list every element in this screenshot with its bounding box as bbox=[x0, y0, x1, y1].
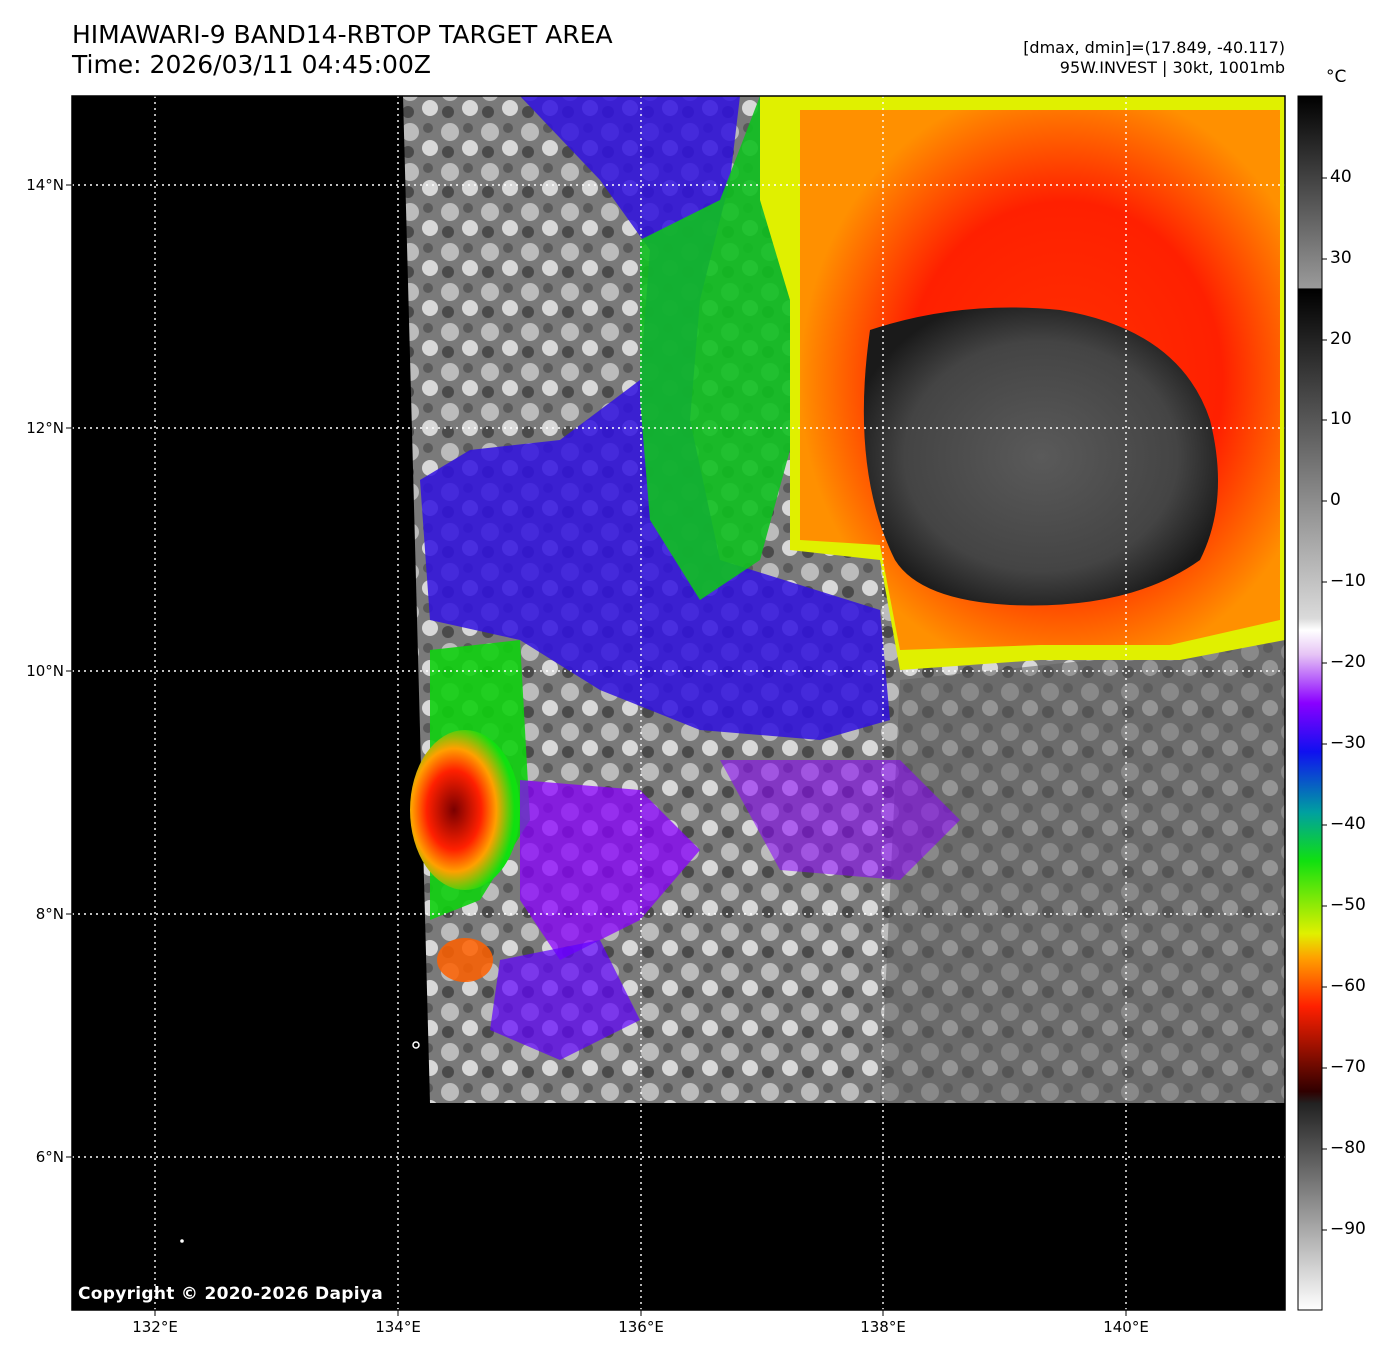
gridlines bbox=[72, 96, 1285, 1310]
gray-cloud-field bbox=[880, 640, 1285, 1103]
island-outline bbox=[412, 1041, 420, 1049]
lon-label-134e: 134°E bbox=[375, 1318, 421, 1336]
colorbar-tick-minus50: −50 bbox=[1330, 895, 1366, 915]
colorbar-tick-minus30: −30 bbox=[1330, 733, 1366, 753]
colorbar-tick-0: 0 bbox=[1330, 490, 1341, 510]
cdo-core bbox=[863, 307, 1218, 606]
colorbar-tick-30: 30 bbox=[1330, 248, 1352, 268]
sw-convective-blob bbox=[410, 730, 520, 890]
lat-label-14n: 14°N bbox=[26, 176, 64, 194]
purple-cells-1 bbox=[520, 780, 700, 960]
colorbar-tick-minus70: −70 bbox=[1330, 1057, 1366, 1077]
copyright: Copyright © 2020-2026 Dapiya bbox=[78, 1284, 383, 1304]
storm-info: 95W.INVEST | 30kt, 1001mb bbox=[1059, 58, 1285, 77]
colorbar-tick-10: 10 bbox=[1330, 409, 1352, 429]
small-cell bbox=[437, 938, 493, 982]
colorbar-tick-minus90: −90 bbox=[1330, 1219, 1366, 1239]
page-title: HIMAWARI-9 BAND14-RBTOP TARGET AREA bbox=[72, 20, 613, 49]
lon-label-136e: 136°E bbox=[618, 1318, 664, 1336]
colorbar-tick-minus10: −10 bbox=[1330, 571, 1366, 591]
colorbar-ticks bbox=[1322, 177, 1327, 1231]
lon-label-138e: 138°E bbox=[860, 1318, 906, 1336]
island-dot bbox=[180, 1239, 184, 1243]
value-range: [dmax, dmin]=(17.849, -40.117) bbox=[1023, 38, 1285, 57]
purple-cells-3 bbox=[490, 940, 640, 1060]
colorbar-tick-minus40: −40 bbox=[1330, 814, 1366, 834]
colorbar-tick-minus80: −80 bbox=[1330, 1138, 1366, 1158]
colorbar-unit: °C bbox=[1326, 67, 1347, 87]
colorbar-tick-minus20: −20 bbox=[1330, 652, 1366, 672]
colorbar bbox=[1297, 95, 1323, 1311]
lat-label-8n: 8°N bbox=[35, 905, 64, 923]
lat-label-6n: 6°N bbox=[35, 1148, 64, 1166]
timestamp: Time: 2026/03/11 04:45:00Z bbox=[72, 50, 431, 79]
lat-label-10n: 10°N bbox=[26, 662, 64, 680]
info-block: [dmax, dmin]=(17.849, -40.117) 95W.INVES… bbox=[1023, 38, 1285, 78]
title-block: HIMAWARI-9 BAND14-RBTOP TARGET AREA Time… bbox=[72, 20, 613, 80]
colorbar-tick-minus60: −60 bbox=[1330, 976, 1366, 996]
purple-cells-2 bbox=[720, 760, 960, 880]
lon-label-132e: 132°E bbox=[132, 1318, 178, 1336]
tick-marks bbox=[66, 184, 1127, 1316]
colorbar-tick-20: 20 bbox=[1330, 329, 1352, 349]
colorbar-tick-40: 40 bbox=[1330, 167, 1352, 187]
lat-label-12n: 12°N bbox=[26, 419, 64, 437]
map-frame bbox=[71, 95, 1286, 1311]
lon-label-140e: 140°E bbox=[1103, 1318, 1149, 1336]
